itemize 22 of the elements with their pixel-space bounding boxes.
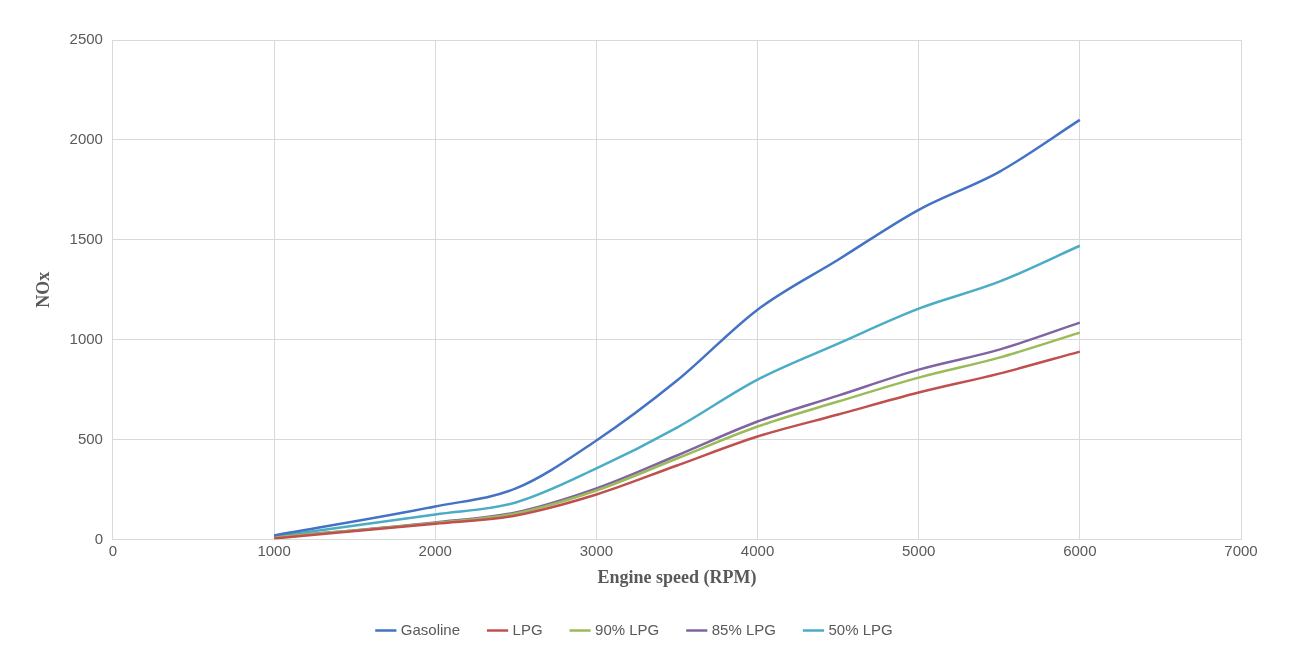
- x-tick-label: 3000: [579, 541, 614, 559]
- x-tick-label: 7000: [1224, 541, 1258, 559]
- x-axis-title: Engine speed (RPM): [597, 566, 757, 588]
- x-tick-label: 5000: [902, 541, 936, 559]
- y-axis-title: NOx: [33, 271, 54, 308]
- legend-label: 90% LPG: [595, 620, 660, 638]
- legend-label: LPG: [512, 620, 543, 638]
- y-tick-label: 1000: [69, 329, 103, 347]
- x-tick-label: 6000: [1063, 541, 1097, 559]
- y-tick-label: 0: [94, 529, 103, 547]
- x-tick-label: 0: [108, 541, 118, 559]
- x-tick-label: 1000: [257, 541, 291, 559]
- legend-label: 50% LPG: [828, 620, 893, 638]
- legend-label: Gasoline: [400, 620, 461, 638]
- legend-label: 85% LPG: [711, 620, 776, 638]
- line-series: [272, 118, 1082, 537]
- x-tick-label: 4000: [740, 541, 775, 559]
- y-tick-label: 1500: [69, 229, 103, 247]
- y-tick-label: 2500: [69, 30, 103, 48]
- y-tick-label: 2000: [69, 130, 103, 148]
- x-tick-label: 2000: [418, 541, 452, 559]
- y-tick-label: 500: [77, 429, 103, 447]
